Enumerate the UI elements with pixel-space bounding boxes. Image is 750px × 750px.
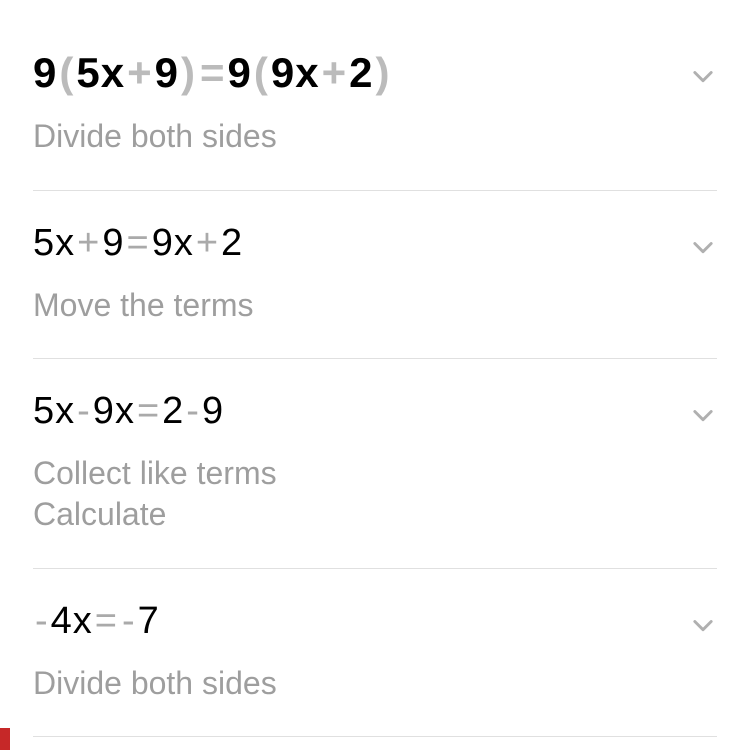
equation: -4x=-7 [33, 599, 717, 645]
equation: 9(5x+9)=9(9x+2) [33, 48, 717, 98]
solution-step[interactable]: -4x=-7 Divide both sides [33, 569, 717, 737]
step-hint: Collect like terms [33, 453, 717, 495]
solution-step[interactable]: 5x+9=9x+2 Move the terms [33, 191, 717, 359]
steps-container: 9(5x+9)=9(9x+2) Divide both sides 5x+9=9x+… [0, 0, 750, 737]
equation: 5x+9=9x+2 [33, 221, 717, 267]
solution-step[interactable]: 5x-9x=2-9 Collect like termsCalculate [33, 359, 717, 569]
step-hint: Divide both sides [33, 663, 717, 705]
step-hint: Calculate [33, 494, 717, 536]
step-hint: Divide both sides [33, 116, 717, 158]
solution-step[interactable]: 9(5x+9)=9(9x+2) Divide both sides [33, 48, 717, 191]
accent-bar [0, 728, 10, 750]
step-hint: Move the terms [33, 285, 717, 327]
equation: 5x-9x=2-9 [33, 389, 717, 435]
chevron-down-icon[interactable] [689, 62, 717, 90]
chevron-down-icon[interactable] [689, 401, 717, 429]
chevron-down-icon[interactable] [689, 611, 717, 639]
chevron-down-icon[interactable] [689, 233, 717, 261]
